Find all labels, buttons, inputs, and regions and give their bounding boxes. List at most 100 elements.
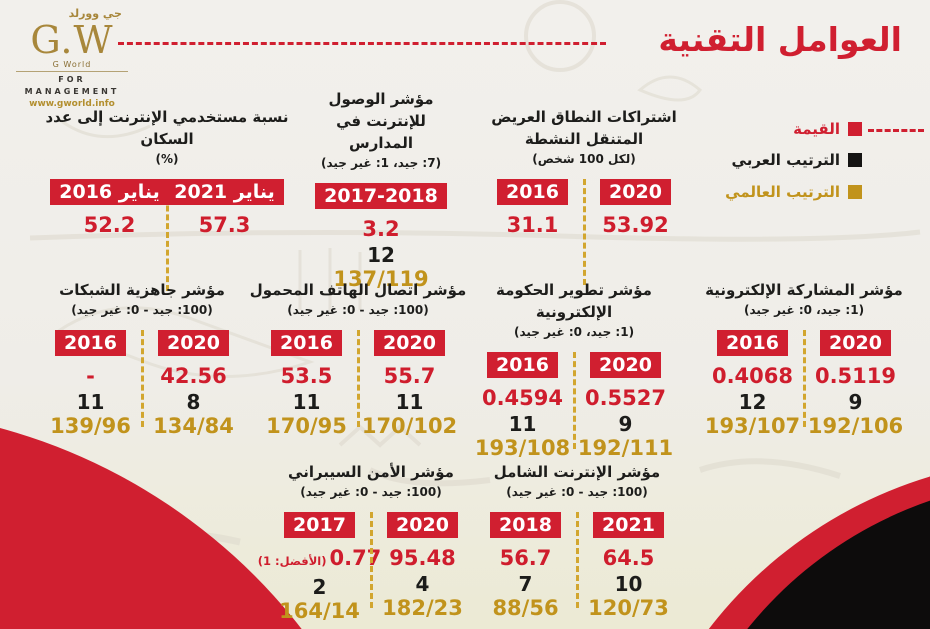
page-title: العوامل التقنية [658, 20, 902, 59]
global-rank: 139/96 [50, 414, 131, 438]
value: 53.5 [280, 364, 333, 388]
metric-column-2020: 2020 55.7 11 170/102 [360, 330, 460, 439]
value: 64.5 [602, 546, 655, 570]
header-dashed-line [118, 42, 606, 45]
metric-group-network-readiness: مؤشر جاهزية الشبكات (100: جيد - 0: غير ج… [30, 279, 254, 439]
metric-column-2016: 2016 0.4068 12 193/107 [703, 330, 803, 439]
global-rank: 182/23 [382, 596, 463, 620]
year-badge: 2018 [490, 512, 561, 538]
value-line: 0.77(الأفضل: 1) [258, 545, 382, 574]
metric-group-school-internet-access: مؤشر الوصول للإنترنت في المدارس (7: جيد،… [302, 88, 460, 292]
metric-column-2021: 2021 64.5 10 120/73 [579, 512, 679, 621]
global-rank: 193/107 [704, 414, 801, 438]
value: - [86, 364, 95, 388]
metric-scale-note: (100: جيد - 0: غير جيد) [506, 485, 648, 499]
value: 3.2 [362, 217, 400, 241]
legend-item-arab-rank: الترتيب العربي [732, 151, 862, 169]
metric-title: اشتراكات النطاق العريض المتنقل النشطة [491, 108, 677, 148]
year-badge: 2016 [717, 330, 788, 356]
metric-columns: 2017 0.77(الأفضل: 1) 2 164/14 2020 95.48… [258, 512, 484, 624]
metric-title: مؤشر جاهزية الشبكات [59, 281, 225, 299]
metric-column-2016: 2016 0.4594 11 193/108 [473, 352, 573, 461]
global-rank: 137/119 [333, 267, 429, 291]
legend-item-value: القيمة [793, 120, 862, 138]
year-badge: 2020 [387, 512, 458, 538]
year-badge: 2016 [497, 179, 568, 205]
metric-group-cybersecurity: مؤشر الأمن السيبراني (100: جيد - 0: غير … [258, 461, 484, 624]
metric-title: مؤشر الإنترنت الشامل [493, 463, 661, 481]
value: 56.7 [499, 546, 552, 570]
metric-column-2016: 2016 53.5 11 170/95 [257, 330, 357, 439]
metric-scale-note: (100: جيد - 0: غير جيد) [287, 303, 429, 317]
metric-column-2020: 2020 0.5119 9 192/106 [806, 330, 906, 439]
metric-group-egov-development: مؤشر تطوير الحكومة الإلكترونية (1: جيد، … [460, 279, 688, 461]
metric-column-2020: 2020 95.48 4 182/23 [373, 512, 473, 621]
legend-item-global-rank: الترتيب العالمي [725, 183, 862, 201]
arab-rank: 2 [312, 575, 327, 599]
year-badge: 2021 [593, 512, 664, 538]
year-badge: 2020 [600, 179, 671, 205]
metric-title: مؤشر الوصول للإنترنت في المدارس [328, 90, 434, 152]
column-separator [572, 352, 576, 449]
gold-square-icon [848, 185, 862, 199]
logo-tagline: FOR MANAGEMENT [16, 71, 128, 98]
metric-group-eparticipation: مؤشر المشاركة الإلكترونية (1: جيد، 0: غي… [690, 279, 918, 439]
legend-dashed-line [868, 129, 924, 132]
arab-rank: 9 [618, 412, 633, 436]
global-rank: 192/106 [807, 414, 904, 438]
global-rank: 134/84 [153, 414, 234, 438]
global-rank: 170/102 [361, 414, 458, 438]
metric-scale-note: (1: جيد، 0: غير جيد) [513, 325, 635, 339]
metric-column-2020: 2020 53.92 [586, 179, 686, 239]
arab-rank: 7 [518, 572, 533, 596]
metric-column-2021: يناير 2021 57.3 [165, 179, 284, 239]
arab-rank: 11 [508, 412, 537, 436]
global-rank: 120/73 [588, 596, 669, 620]
gworld-logo: جي وورلد G.W G World FOR MANAGEMENT www.… [16, 8, 128, 110]
metric-column-2016: يناير 2016 52.2 [50, 179, 169, 239]
metric-group-mobile-connectivity: مؤشر اتصال الهاتف المحمول (100: جيد - 0:… [246, 279, 470, 439]
column-separator [165, 179, 169, 291]
arab-rank: 11 [292, 390, 321, 414]
metric-scale-note: (%) [155, 152, 179, 166]
logo-arabic-name: جي وورلد [68, 7, 122, 20]
metric-scale-note: (7: جيد، 1: غير جيد) [320, 156, 442, 170]
global-rank: 164/14 [279, 599, 360, 623]
value: 0.5527 [584, 386, 667, 410]
value-note: (الأفضل: 1) [257, 554, 327, 568]
metric-title: مؤشر تطوير الحكومة الإلكترونية [496, 281, 652, 321]
column-separator [802, 330, 806, 427]
metric-title: مؤشر المشاركة الإلكترونية [705, 281, 903, 299]
year-badge: 2016 [487, 352, 558, 378]
value: 52.2 [83, 213, 136, 237]
column-separator [582, 179, 586, 285]
legend-arab-rank-label: الترتيب العربي [731, 151, 840, 169]
value: 95.48 [389, 546, 456, 570]
column-separator [369, 512, 373, 608]
logo-website: www.gworld.info [29, 99, 115, 109]
year-badge: 2020 [590, 352, 661, 378]
metric-columns: 2017-2018 3.2 12 137/119 [302, 183, 460, 292]
global-rank: 192/111 [577, 436, 674, 460]
metric-title: مؤشر الأمن السيبراني [288, 463, 454, 481]
legend-value-label: القيمة [793, 120, 840, 138]
metric-title: مؤشر اتصال الهاتف المحمول [249, 281, 467, 299]
metric-scale-note: (1: جيد، 0: غير جيد) [743, 303, 865, 317]
metric-column-2016: 2016 31.1 [483, 179, 583, 239]
year-badge: يناير 2021 [165, 179, 284, 205]
value: 42.56 [160, 364, 227, 388]
year-badge: 2017-2018 [315, 183, 447, 209]
metric-columns: 2016 0.4594 11 193/108 2020 0.5527 9 192… [460, 352, 688, 461]
black-square-icon [848, 153, 862, 167]
arab-rank: 12 [367, 243, 395, 267]
arab-rank: 11 [395, 390, 424, 414]
metric-group-mobile-broadband: اشتراكات النطاق العريض المتنقل النشطة (ل… [460, 106, 708, 285]
metric-columns: 2018 56.7 7 88/56 2021 64.5 10 120/73 [464, 512, 690, 621]
metric-scale-note: (100: جيد - 0: غير جيد) [71, 303, 213, 317]
value: 31.1 [506, 213, 559, 237]
year-badge: 2016 [55, 330, 126, 356]
value: 53.92 [602, 213, 669, 237]
value: 55.7 [383, 364, 436, 388]
metric-title: نسبة مستخدمي الإنترنت إلى عدد السكان [45, 108, 289, 148]
